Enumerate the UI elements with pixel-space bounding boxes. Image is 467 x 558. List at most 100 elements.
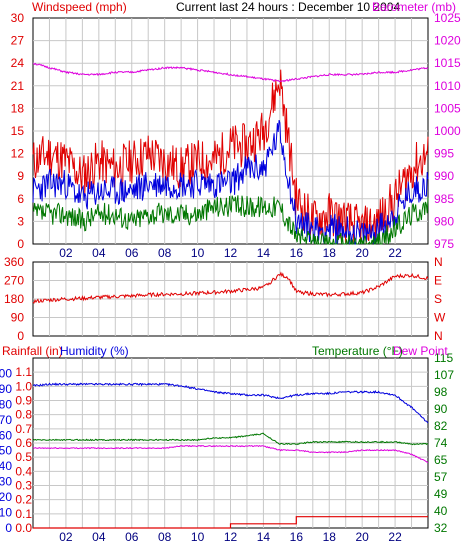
rainfall-tick-label: 0.9 [15, 394, 32, 408]
wind-x-tick-label: 12 [224, 246, 238, 260]
barometer-line [33, 62, 429, 83]
dewpoint-axis-title: Dew Point [393, 344, 448, 358]
direction-tick-label: 360 [4, 255, 24, 269]
humidity-tick-label: 90 [0, 382, 12, 396]
direction-tick-label: 90 [11, 311, 25, 325]
rainfall-tick-label: 0.7 [15, 422, 32, 436]
climate-x-tick-label: 18 [323, 530, 337, 544]
direction-tick-label: 180 [4, 292, 24, 306]
humidity-tick-label: 0 [5, 521, 12, 535]
climate-x-tick-label: 22 [388, 530, 402, 544]
barometer-tick-label: 995 [434, 147, 454, 161]
humidity-tick-label: 30 [0, 475, 12, 489]
climate-x-tick-label: 08 [158, 530, 172, 544]
rainfall-tick-label: 0.4 [15, 464, 32, 478]
climate-x-tick-label: 06 [125, 530, 139, 544]
compass-tick-label: E [434, 274, 442, 288]
windspeed-line [32, 119, 429, 245]
humidity-tick-label: 100 [0, 366, 12, 380]
wind-tick-label: 21 [11, 79, 25, 93]
climate-x-tick-label: 14 [257, 530, 271, 544]
wind-x-tick-label: 20 [355, 246, 369, 260]
humidity-line [33, 382, 429, 424]
windgust-line [32, 69, 429, 245]
barometer-tick-label: 975 [434, 237, 454, 251]
wind-tick-label: 30 [11, 11, 25, 25]
rainfall-tick-label: 1.1 [15, 365, 32, 379]
rainfall-tick-label: 1.0 [15, 379, 32, 393]
humidity-tick-label: 60 [0, 428, 12, 442]
temperature-tick-label: 32 [434, 521, 448, 535]
barometer-tick-label: 990 [434, 169, 454, 183]
wind-direction-line [32, 271, 429, 304]
rainfall-line [33, 516, 428, 529]
climate-x-tick-label: 02 [59, 530, 73, 544]
temperature-tick-label: 82 [434, 419, 448, 433]
humidity-tick-label: 80 [0, 397, 12, 411]
temperature-axis-title: Temperature (°F) [312, 344, 403, 358]
dewpoint-line [32, 444, 429, 464]
humidity-tick-label: 20 [0, 490, 12, 504]
rainfall-tick-label: 0.5 [15, 450, 32, 464]
climate-x-tick-label: 12 [224, 530, 238, 544]
wind-x-tick-label: 04 [92, 246, 106, 260]
wind-x-tick-label: 06 [125, 246, 139, 260]
wind-x-tick-label: 10 [191, 246, 205, 260]
barometer-tick-label: 980 [434, 214, 454, 228]
temperature-tick-label: 107 [434, 368, 454, 382]
temperature-tick-label: 49 [434, 487, 448, 501]
temperature-tick-label: 74 [434, 436, 448, 450]
compass-tick-label: W [434, 311, 446, 325]
wind-x-tick-label: 22 [388, 246, 402, 260]
rainfall-tick-label: 0.1 [15, 507, 32, 521]
rainfall-tick-label: 0.6 [15, 436, 32, 450]
rainfall-axis-title: Rainfall (in) [2, 344, 63, 358]
temperature-tick-label: 57 [434, 470, 448, 484]
climate-x-tick-label: 16 [290, 530, 304, 544]
wind-tick-label: 6 [17, 192, 24, 206]
barometer-tick-label: 985 [434, 192, 454, 206]
temperature-tick-label: 98 [434, 385, 448, 399]
wind-tick-label: 24 [11, 56, 25, 70]
wind-x-tick-label: 18 [323, 246, 337, 260]
climate-x-tick-label: 10 [191, 530, 205, 544]
humidity-tick-label: 40 [0, 459, 12, 473]
chart-title: Current last 24 hours : December 10 2004 [176, 0, 401, 14]
climate-x-tick-label: 20 [355, 530, 369, 544]
left-axis-title: Windspeed (mph) [32, 0, 127, 14]
windavg-line [32, 195, 429, 246]
wind-tick-label: 12 [11, 147, 25, 161]
rainfall-tick-label: 0.2 [15, 493, 32, 507]
temperature-tick-label: 115 [434, 351, 453, 365]
rainfall-tick-label: 0.0 [15, 521, 32, 535]
wind-x-tick-label: 08 [158, 246, 172, 260]
wind-x-tick-label: 02 [59, 246, 73, 260]
humidity-tick-label: 10 [0, 506, 12, 520]
temperature-tick-label: 40 [434, 504, 448, 518]
barometer-tick-label: 1000 [434, 124, 461, 138]
wind-tick-label: 27 [11, 34, 25, 48]
wind-x-tick-label: 16 [290, 246, 304, 260]
direction-tick-label: 270 [4, 274, 24, 288]
temperature-line [32, 432, 429, 446]
barometer-tick-label: 1020 [434, 34, 461, 48]
humidity-tick-label: 70 [0, 413, 12, 427]
barometer-tick-label: 1005 [434, 101, 461, 115]
barometer-tick-label: 1010 [434, 79, 461, 93]
rainfall-tick-label: 0.8 [15, 408, 32, 422]
wind-tick-label: 3 [17, 214, 24, 228]
direction-tick-label: 0 [17, 329, 24, 343]
humidity-tick-label: 50 [0, 444, 12, 458]
wind-tick-label: 15 [11, 124, 25, 138]
barometer-tick-label: 1025 [434, 11, 461, 25]
wind-tick-label: 18 [11, 101, 25, 115]
compass-tick-label: S [434, 292, 442, 306]
humidity-axis-title: Humidity (%) [60, 344, 129, 358]
compass-tick-label: N [434, 255, 443, 269]
wind-tick-label: 9 [17, 169, 24, 183]
temperature-tick-label: 65 [434, 453, 448, 467]
wind-x-tick-label: 14 [257, 246, 271, 260]
temperature-tick-label: 90 [434, 402, 448, 416]
